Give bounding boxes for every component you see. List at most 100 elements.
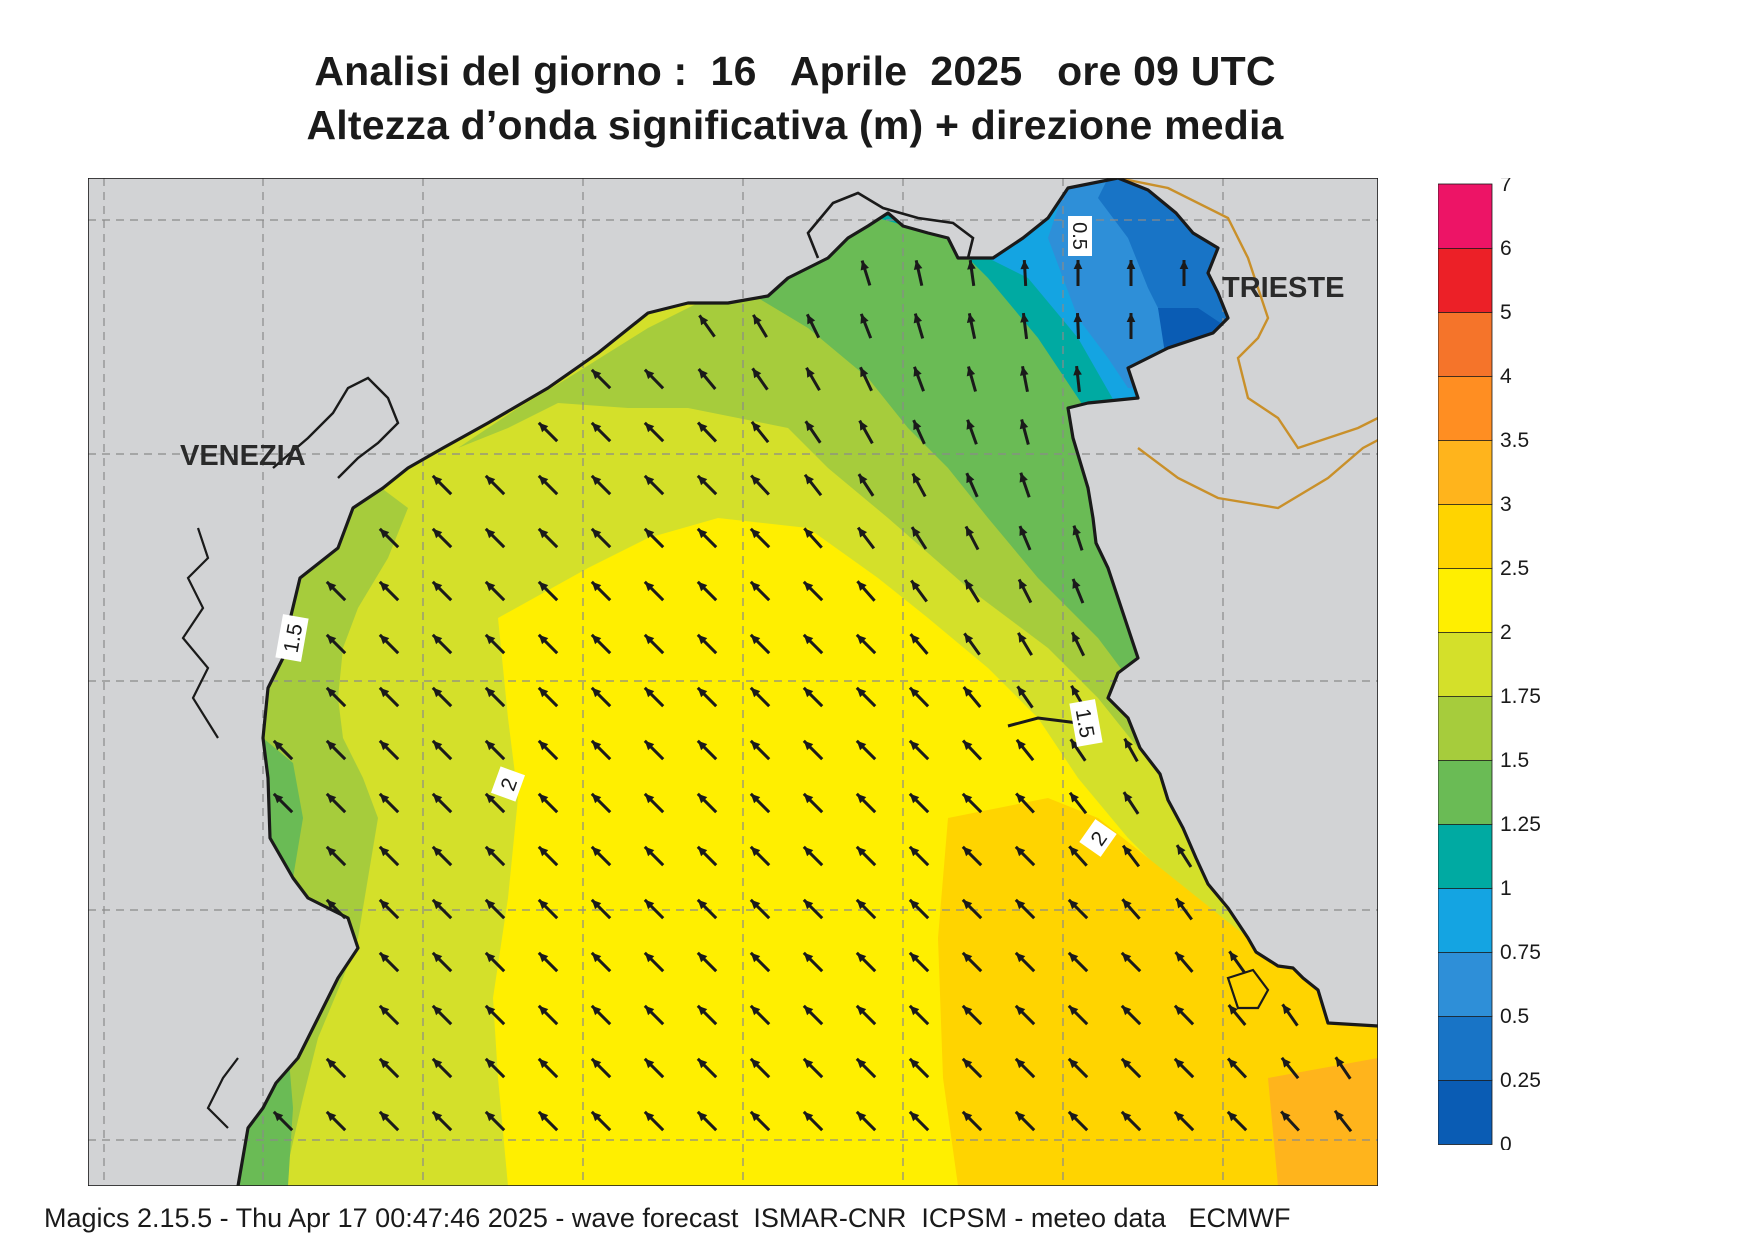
direction-arrow-head bbox=[1016, 793, 1026, 804]
direction-arrow-head bbox=[964, 633, 974, 644]
direction-arrow-head bbox=[962, 793, 973, 804]
direction-arrow-head bbox=[644, 369, 655, 380]
contour-label-0-5: 0.5 bbox=[1068, 216, 1092, 256]
direction-arrow-head bbox=[803, 581, 814, 592]
direction-arrow-head bbox=[485, 634, 496, 645]
direction-arrow-head bbox=[591, 634, 602, 645]
direction-arrow-head bbox=[697, 1005, 708, 1016]
direction-arrow-head bbox=[644, 1058, 655, 1069]
direction-arrow-head bbox=[326, 687, 337, 698]
direction-arrow-head bbox=[803, 952, 814, 963]
legend-swatch bbox=[1438, 247, 1493, 313]
direction-arrow-head bbox=[485, 846, 496, 857]
direction-arrow-head bbox=[913, 313, 923, 324]
color-legend: 0 0.25 0.5 0.75 1 1.25 1.5 1.75 2 2.5 3 3.5 4 5 6 7 bbox=[1438, 178, 1541, 1150]
direction-arrow-head bbox=[699, 315, 709, 326]
direction-arrow-head bbox=[909, 846, 920, 857]
direction-arrow-head bbox=[432, 1058, 443, 1069]
direction-arrow-head bbox=[962, 899, 973, 910]
legend-tick-label: 2 bbox=[1500, 621, 1512, 644]
direction-arrow-head bbox=[909, 899, 920, 910]
legend-tick-label: 0.25 bbox=[1500, 1069, 1541, 1092]
place-label-trieste: TRIESTE bbox=[1222, 272, 1345, 304]
direction-arrow-head bbox=[591, 1005, 602, 1016]
direction-arrow-head bbox=[644, 1111, 655, 1122]
direction-arrow-head bbox=[804, 528, 814, 538]
direction-arrow-head bbox=[858, 474, 868, 485]
direction-arrow-head bbox=[1015, 952, 1026, 963]
legend-swatch bbox=[1438, 375, 1493, 441]
direction-arrow-head bbox=[591, 369, 602, 380]
direction-arrow-head bbox=[913, 260, 923, 271]
legend-swatch bbox=[1438, 1079, 1493, 1145]
lagoon-grado bbox=[806, 191, 975, 259]
direction-arrow-head bbox=[432, 1005, 443, 1016]
direction-arrow-head bbox=[1068, 1058, 1079, 1069]
direction-arrow-head bbox=[1281, 1111, 1291, 1122]
direction-arrow-head bbox=[1069, 792, 1079, 803]
legend-tick-label: 2.5 bbox=[1500, 557, 1529, 580]
direction-arrow-head bbox=[963, 686, 973, 697]
direction-arrow-head bbox=[326, 1058, 337, 1069]
direction-arrow-head bbox=[806, 367, 815, 378]
direction-arrow-head bbox=[644, 581, 655, 592]
direction-arrow-head bbox=[538, 634, 549, 645]
direction-arrow-head bbox=[432, 846, 443, 857]
direction-arrow-head bbox=[644, 422, 655, 433]
direction-arrow-head bbox=[966, 366, 976, 377]
direction-arrow-head bbox=[1123, 792, 1133, 803]
direction-arrow-head bbox=[697, 846, 708, 857]
island-south bbox=[1226, 968, 1270, 1010]
direction-arrow-head bbox=[697, 687, 708, 698]
direction-arrow-head bbox=[698, 368, 708, 379]
direction-arrow-head bbox=[859, 420, 868, 431]
direction-arrow-head bbox=[538, 687, 549, 698]
direction-arrow-head bbox=[591, 793, 602, 804]
direction-arrow-head bbox=[1072, 578, 1081, 589]
direction-arrow-head bbox=[273, 740, 284, 751]
direction-arrow-head bbox=[1073, 313, 1083, 323]
direction-arrow-head bbox=[326, 793, 337, 804]
direction-arrow-head bbox=[485, 1058, 496, 1069]
direction-arrow-head bbox=[485, 581, 496, 592]
direction-arrow-head bbox=[1015, 1058, 1026, 1069]
direction-arrow-head bbox=[644, 952, 655, 963]
direction-arrow-head bbox=[379, 952, 390, 963]
direction-arrow-head bbox=[1281, 1057, 1291, 1068]
direction-arrow-head bbox=[697, 899, 708, 910]
direction-arrow-head bbox=[752, 368, 762, 379]
direction-arrow-head bbox=[1174, 1058, 1185, 1069]
direction-arrow-head bbox=[807, 314, 816, 325]
direction-arrow-head bbox=[644, 1005, 655, 1016]
direction-arrow-head bbox=[1072, 632, 1081, 643]
direction-arrow-head bbox=[538, 422, 549, 433]
direction-arrow-head bbox=[750, 952, 761, 963]
direction-arrow-head bbox=[538, 952, 549, 963]
direction-arrow-head bbox=[1017, 686, 1027, 697]
direction-arrow-head bbox=[1179, 260, 1189, 270]
direction-arrow-head bbox=[697, 634, 708, 645]
direction-arrow-head bbox=[538, 793, 549, 804]
direction-arrow-head bbox=[273, 793, 284, 804]
direction-arrow-head bbox=[697, 793, 708, 804]
legend-tick-label: 6 bbox=[1500, 237, 1512, 260]
direction-arrow-head bbox=[803, 1005, 814, 1016]
direction-arrow-head bbox=[1068, 899, 1079, 910]
svg-text:1.5: 1.5 bbox=[1071, 707, 1099, 740]
direction-arrow-head bbox=[1019, 419, 1029, 430]
direction-arrow-head bbox=[1228, 1004, 1238, 1015]
direction-arrow-head bbox=[909, 740, 920, 751]
direction-arrow-head bbox=[963, 740, 973, 751]
direction-arrow-head bbox=[750, 1111, 761, 1122]
band-3-3-5 bbox=[1268, 1058, 1378, 1186]
direction-arrow-head bbox=[909, 793, 920, 804]
legend-swatch bbox=[1438, 759, 1493, 825]
direction-arrow-head bbox=[1016, 739, 1026, 750]
direction-arrow-head bbox=[379, 528, 390, 539]
direction-arrow-head bbox=[485, 1005, 496, 1016]
direction-arrow-head bbox=[750, 793, 761, 804]
direction-arrow-head bbox=[803, 846, 814, 857]
direction-arrow-head bbox=[697, 1111, 708, 1122]
direction-arrow-head bbox=[1020, 260, 1030, 270]
direction-arrow-head bbox=[912, 473, 921, 484]
